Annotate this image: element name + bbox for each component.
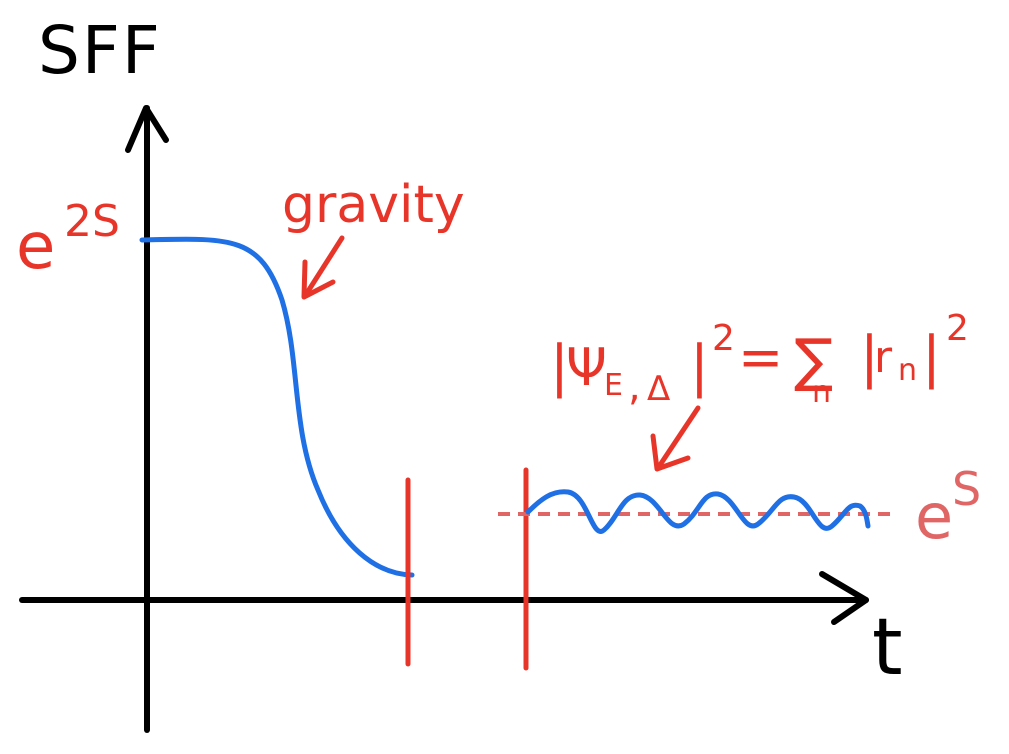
formula-comma: , — [628, 364, 641, 410]
x-axis-arrowhead — [819, 571, 869, 625]
formula-arrow — [650, 405, 701, 472]
formula-bar-open: | — [550, 334, 569, 399]
y-mark-e2s: e 2S — [16, 196, 120, 284]
formula-sum: ∑ — [794, 326, 833, 394]
formula-r-subscript: n — [898, 353, 917, 388]
formula-rhs-power: 2 — [946, 308, 969, 349]
e2s-base: e — [16, 210, 55, 284]
formula-bar-close-2: | — [922, 325, 941, 390]
formula-bar-open-2: | — [860, 325, 879, 390]
overlap-formula: | Ψ E , Δ | 2 = ∑ n | r n | 2 — [550, 308, 969, 410]
x-axis-label: t — [872, 603, 903, 693]
gravity-arrow — [301, 235, 345, 300]
es-exponent: S — [952, 462, 981, 516]
gravity-label: gravity — [282, 175, 465, 235]
es-base: e — [915, 480, 953, 553]
formula-lhs-power: 2 — [712, 318, 735, 359]
sff-plateau-oscillation — [525, 489, 871, 534]
formula-r: r — [874, 332, 893, 383]
sff-decay-curve — [139, 236, 415, 578]
e2s-exponent: 2S — [64, 196, 120, 247]
formula-delta: Δ — [647, 369, 670, 409]
axes — [19, 105, 869, 733]
formula-equals: = — [738, 326, 783, 389]
time-markers — [405, 467, 529, 671]
y-axis-arrowhead — [125, 105, 169, 153]
y-axis-label: SFF — [38, 12, 162, 89]
plateau-label: e S — [915, 462, 981, 553]
formula-psi-subscript: E — [604, 368, 623, 403]
formula-bar-close: | — [690, 334, 709, 399]
formula-sum-index: n — [812, 375, 831, 410]
formula-psi: Ψ — [566, 338, 607, 398]
